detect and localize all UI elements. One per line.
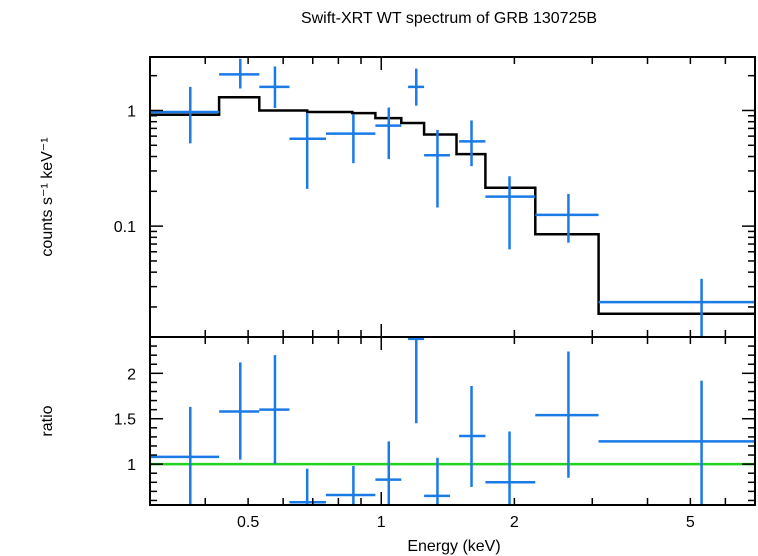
- spectrum-point-12: [598, 278, 755, 337]
- bottom-panel-frame: [149, 336, 756, 506]
- spectrum-point-7: [408, 68, 425, 106]
- spectrum-data-points: [150, 58, 755, 337]
- spectrum-point-10: [485, 176, 536, 250]
- ratio-point-8: [424, 457, 450, 505]
- spectrum-point-8: [424, 129, 450, 208]
- x-axis-label: Energy (keV): [407, 538, 500, 555]
- spectrum-point-2: [219, 58, 260, 89]
- ratio-point-12: [598, 380, 755, 505]
- ratio-point-10: [485, 431, 536, 505]
- top-panel: 0.11 counts s⁻¹ keV⁻¹: [39, 56, 756, 338]
- model-step-line: [150, 96, 755, 315]
- spectrum-point-3: [259, 66, 290, 109]
- spectrum-point-6: [375, 107, 402, 160]
- bottom-panel: 0.5 1 2 5 1 1.5 2 ratio: [39, 336, 756, 531]
- top-panel-ticks: 0.11: [114, 57, 756, 337]
- ratio-point-4: [289, 468, 326, 505]
- x-tick-label: 5: [686, 514, 695, 531]
- ratio-point-5: [325, 465, 376, 505]
- y-tick-label: 1: [127, 103, 136, 120]
- y-tick-label: 0.1: [114, 219, 136, 236]
- spectrum-point-9: [459, 120, 486, 167]
- x-tick-label: 2: [510, 514, 519, 531]
- x-tick-label: 0.5: [237, 514, 259, 531]
- chart-title: Swift-XRT WT spectrum of GRB 130725B: [301, 10, 597, 27]
- ratio-point-3: [259, 355, 290, 465]
- top-y-axis-label: counts s⁻¹ keV⁻¹: [39, 137, 56, 256]
- spectrum-point-4: [289, 113, 326, 189]
- ratio-point-11: [535, 351, 599, 478]
- top-panel-frame: [149, 56, 756, 338]
- bottom-panel-ticks: 0.5 1 2 5 1 1.5 2: [114, 336, 756, 531]
- y-tick-label: 1.5: [114, 412, 136, 429]
- ratio-point-6: [375, 441, 402, 505]
- y-tick-label: 1: [127, 457, 136, 474]
- y-tick-label: 2: [127, 366, 136, 383]
- x-tick-label: 1: [377, 514, 386, 531]
- spectrum-point-5: [325, 114, 376, 164]
- spectrum-point-1: [150, 86, 220, 144]
- ratio-point-1: [150, 406, 220, 505]
- ratio-point-9: [459, 386, 486, 487]
- ratio-point-7: [408, 337, 425, 424]
- ratio-data-points: [150, 337, 755, 505]
- ratio-point-2: [219, 362, 260, 460]
- model-step-curve: [150, 96, 755, 315]
- spectrum-point-11: [535, 193, 599, 243]
- bottom-y-axis-label: ratio: [39, 405, 56, 436]
